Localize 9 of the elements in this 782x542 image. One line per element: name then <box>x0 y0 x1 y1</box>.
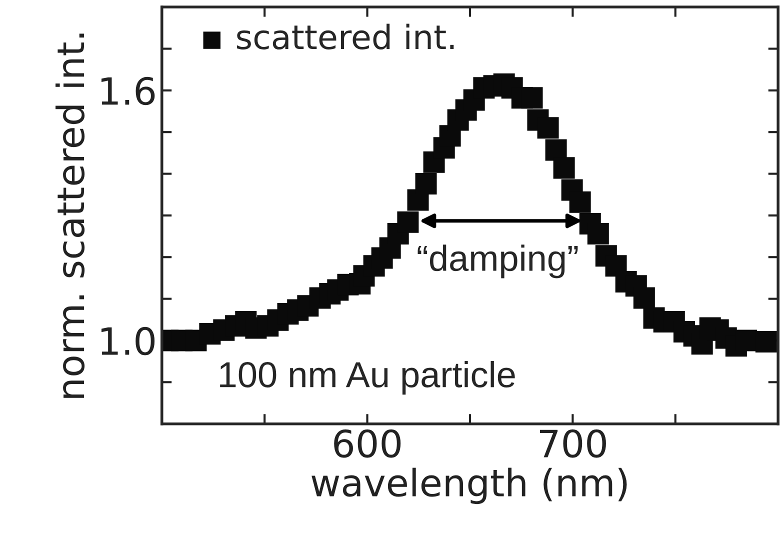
x-axis-title: wavelength (nm) <box>312 468 627 504</box>
y-tick-label: 1.0 <box>101 326 155 356</box>
x-tick-label: 700 <box>540 429 606 458</box>
y-axis-title: norm. scattered int. <box>56 34 85 398</box>
y-tick-label: 1.6 <box>101 76 155 106</box>
annotation: 100 nm Au particle <box>220 361 515 395</box>
legend-label: scattered int. <box>237 24 454 50</box>
x-tick-label: 600 <box>334 429 401 458</box>
annotation: “damping” <box>418 244 578 278</box>
